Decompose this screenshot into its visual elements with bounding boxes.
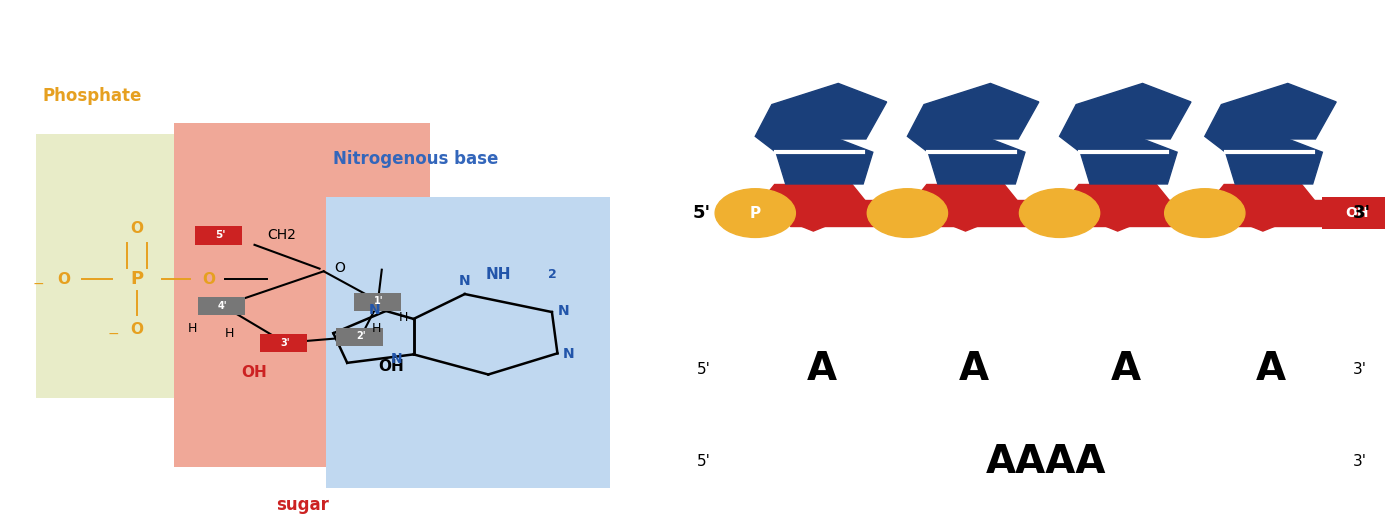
Text: A: A	[1112, 350, 1141, 388]
Text: 4': 4'	[218, 301, 227, 311]
Text: 3': 3'	[1353, 362, 1367, 377]
Polygon shape	[908, 185, 1023, 231]
Text: H: H	[399, 311, 409, 324]
Text: O: O	[57, 272, 71, 287]
Text: 5': 5'	[697, 362, 711, 377]
FancyBboxPatch shape	[175, 123, 430, 467]
Text: 2: 2	[547, 269, 557, 281]
FancyBboxPatch shape	[261, 334, 308, 352]
Polygon shape	[1204, 84, 1336, 152]
Text: 5': 5'	[693, 204, 711, 222]
Text: P: P	[130, 270, 144, 288]
Text: N: N	[369, 303, 380, 317]
Text: AAAA: AAAA	[987, 443, 1106, 481]
Polygon shape	[1059, 84, 1191, 152]
Ellipse shape	[1164, 189, 1245, 237]
Polygon shape	[755, 84, 887, 152]
Text: CH2: CH2	[267, 228, 295, 242]
Polygon shape	[1080, 139, 1177, 184]
Ellipse shape	[1020, 189, 1099, 237]
Text: A: A	[807, 350, 837, 388]
Polygon shape	[908, 84, 1038, 152]
Text: 2': 2'	[356, 331, 366, 342]
Text: sugar: sugar	[276, 496, 328, 514]
Text: H: H	[225, 327, 234, 340]
Text: H: H	[187, 321, 197, 335]
Polygon shape	[1225, 139, 1322, 184]
FancyBboxPatch shape	[1322, 197, 1386, 229]
Text: A: A	[959, 350, 988, 388]
FancyBboxPatch shape	[337, 328, 383, 346]
FancyBboxPatch shape	[195, 226, 243, 245]
Polygon shape	[1060, 185, 1175, 231]
FancyBboxPatch shape	[198, 297, 245, 315]
Text: O: O	[202, 272, 215, 287]
Text: 3': 3'	[280, 338, 290, 348]
Text: 3': 3'	[1353, 454, 1367, 469]
Text: OH: OH	[241, 365, 267, 380]
Polygon shape	[1206, 185, 1321, 231]
Text: N: N	[563, 347, 575, 361]
Text: −: −	[33, 277, 44, 290]
Text: Phosphate: Phosphate	[43, 87, 143, 105]
Text: OH: OH	[1346, 206, 1369, 220]
FancyBboxPatch shape	[353, 293, 401, 311]
Text: Nitrogenous base: Nitrogenous base	[334, 150, 499, 168]
Polygon shape	[790, 200, 1322, 226]
Polygon shape	[929, 139, 1026, 184]
Text: P: P	[750, 205, 761, 221]
Text: A: A	[1256, 350, 1286, 388]
Text: −: −	[108, 327, 119, 340]
Text: N: N	[391, 352, 402, 365]
Text: 3': 3'	[1353, 204, 1371, 222]
Text: N: N	[557, 304, 570, 318]
Text: N: N	[459, 273, 471, 288]
FancyBboxPatch shape	[327, 197, 610, 488]
Text: H: H	[371, 321, 381, 335]
Text: 1': 1'	[374, 296, 384, 306]
Text: OH: OH	[378, 359, 405, 373]
Text: O: O	[130, 322, 143, 337]
Text: O: O	[130, 221, 143, 236]
Polygon shape	[776, 139, 873, 184]
FancyBboxPatch shape	[36, 134, 251, 398]
Polygon shape	[755, 185, 870, 231]
Text: 5': 5'	[697, 454, 711, 469]
Text: O: O	[335, 261, 345, 275]
Ellipse shape	[868, 189, 948, 237]
Text: NH: NH	[485, 268, 511, 282]
Ellipse shape	[715, 189, 796, 237]
Text: 5': 5'	[215, 230, 225, 240]
